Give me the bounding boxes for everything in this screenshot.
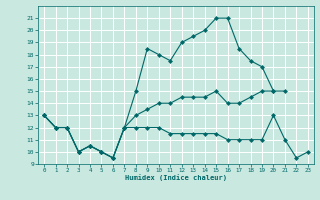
X-axis label: Humidex (Indice chaleur): Humidex (Indice chaleur): [125, 175, 227, 181]
